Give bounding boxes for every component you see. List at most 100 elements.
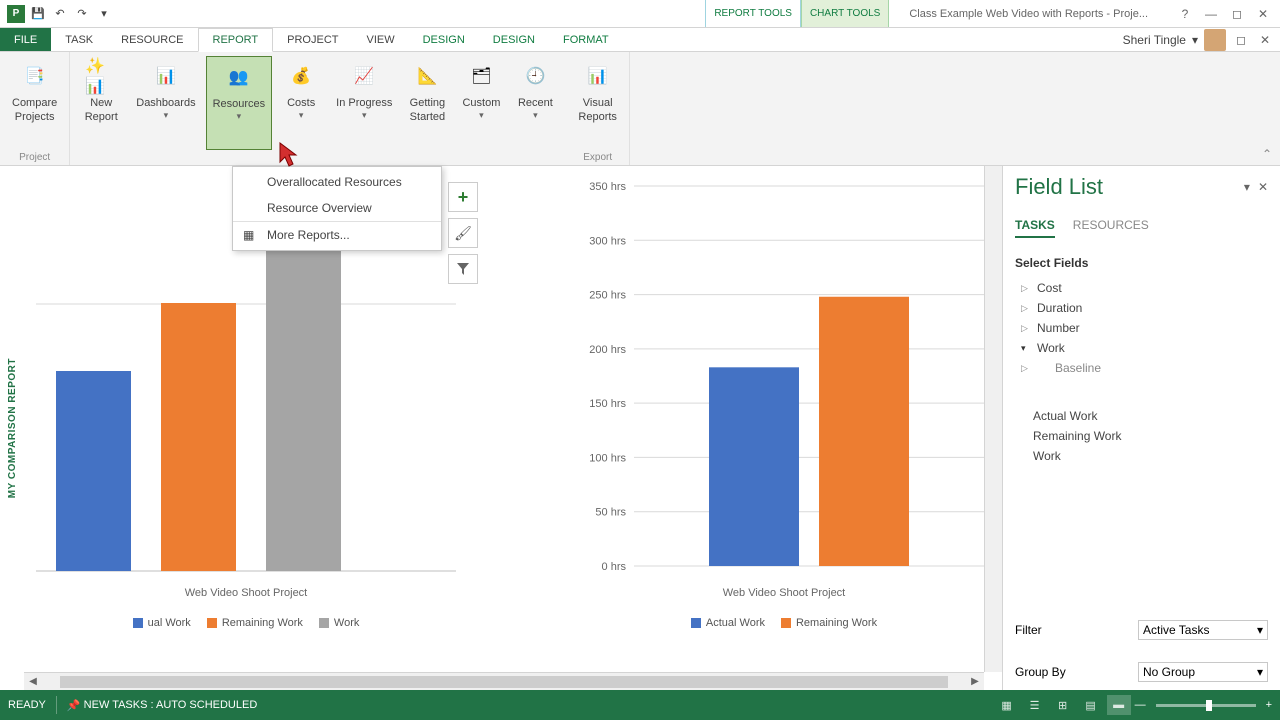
view-gantt-icon[interactable]: ▦	[995, 695, 1019, 715]
status-autoschedule: NEW TASKS : AUTO SCHEDULED	[84, 699, 258, 711]
compare-projects-icon: 📑	[19, 60, 51, 92]
compare-projects-button[interactable]: 📑 Compare Projects	[6, 56, 63, 150]
svg-text:200 hrs: 200 hrs	[589, 344, 626, 356]
svg-text:300 hrs: 300 hrs	[589, 235, 626, 247]
tab-view[interactable]: VIEW	[352, 28, 408, 51]
svg-text:350 hrs: 350 hrs	[589, 181, 626, 193]
new-report-button[interactable]: ✨📊New Report	[76, 56, 126, 150]
zoom-slider[interactable]	[1156, 704, 1256, 707]
new-report-icon: ✨📊	[85, 60, 117, 92]
document-title: Class Example Web Video with Reports - P…	[889, 8, 1168, 20]
tab-file[interactable]: FILE	[0, 28, 51, 51]
status-ready: READY	[8, 699, 46, 711]
pane-tabs: TASKS RESOURCES	[1015, 218, 1268, 238]
more-reports-icon: ▦	[243, 228, 257, 242]
custom-button[interactable]: 🗂Custom▾	[456, 56, 506, 150]
chart-left-xlabel: Web Video Shoot Project	[36, 587, 456, 599]
chart-side-tools: + 🖌	[448, 182, 478, 284]
tab-format[interactable]: FORMAT	[549, 28, 623, 51]
groupby-combo[interactable]: No Group▾	[1138, 662, 1268, 682]
view-task-icon[interactable]: ☰	[1023, 695, 1047, 715]
selected-remaining-work[interactable]: Remaining Work	[1015, 426, 1268, 446]
save-icon[interactable]: 💾	[28, 4, 48, 24]
scroll-right-icon[interactable]: ▶	[966, 676, 984, 687]
tab-resource[interactable]: RESOURCE	[107, 28, 197, 51]
group-label-export: Export	[572, 150, 623, 165]
tab-design-chart[interactable]: DESIGN	[479, 28, 549, 51]
zoom-out-icon[interactable]: —	[1135, 699, 1146, 711]
tree-item-duration[interactable]: Duration	[1015, 298, 1268, 318]
pane-close-icon[interactable]: ✕	[1258, 180, 1268, 194]
costs-button[interactable]: 💰Costs▾	[276, 56, 326, 150]
scroll-thumb[interactable]	[60, 676, 948, 688]
getting-started-button[interactable]: 📐Getting Started	[402, 56, 452, 150]
quick-access-toolbar: P 💾 ↶ ↷ ▾	[0, 4, 120, 24]
avatar	[1204, 29, 1226, 51]
chart-filter-icon[interactable]	[448, 254, 478, 284]
user-account[interactable]: Sheri Tingle▾ ◻ ✕	[1123, 28, 1280, 51]
undo-icon[interactable]: ↶	[50, 4, 70, 24]
pane-options-icon[interactable]: ▾	[1244, 180, 1250, 194]
tree-item-baseline[interactable]: Baseline	[1015, 358, 1268, 378]
tab-report[interactable]: REPORT	[198, 28, 274, 52]
zoom-in-icon[interactable]: +	[1266, 699, 1272, 711]
visual-reports-button[interactable]: 📊Visual Reports	[572, 56, 623, 150]
minimize-icon[interactable]: —	[1202, 5, 1220, 23]
collapse-ribbon-icon[interactable]: ⌃	[1262, 147, 1272, 161]
view-resource-icon[interactable]: ▤	[1079, 695, 1103, 715]
groupby-label: Group By	[1015, 665, 1066, 679]
qat-more-icon[interactable]: ▾	[94, 4, 114, 24]
chart-elements-icon[interactable]: +	[448, 182, 478, 212]
dashboards-icon: 📊	[150, 60, 182, 92]
close-icon[interactable]: ✕	[1254, 5, 1272, 23]
ribbon-close-icon[interactable]: ✕	[1256, 31, 1274, 49]
tab-design-report[interactable]: DESIGN	[409, 28, 479, 51]
chart-styles-icon[interactable]: 🖌	[448, 218, 478, 248]
menu-more-reports[interactable]: ▦More Reports...	[233, 221, 441, 248]
maximize-icon[interactable]: ◻	[1228, 5, 1246, 23]
selected-actual-work[interactable]: Actual Work	[1015, 406, 1268, 426]
ribbon-restore-icon[interactable]: ◻	[1232, 31, 1250, 49]
horizontal-scrollbar[interactable]: ◀ ▶	[24, 672, 984, 690]
dashboards-button[interactable]: 📊Dashboards▾	[130, 56, 201, 150]
custom-icon: 🗂	[465, 60, 497, 92]
menu-overallocated-resources[interactable]: Overallocated Resources	[233, 169, 441, 195]
filter-combo[interactable]: Active Tasks▾	[1138, 620, 1268, 640]
scroll-left-icon[interactable]: ◀	[24, 676, 42, 687]
pane-tab-tasks[interactable]: TASKS	[1015, 218, 1055, 238]
pane-tab-resources[interactable]: RESOURCES	[1073, 218, 1149, 238]
resources-button[interactable]: 👥Resources▾	[206, 56, 273, 150]
tree-item-number[interactable]: Number	[1015, 318, 1268, 338]
tree-item-cost[interactable]: Cost	[1015, 278, 1268, 298]
field-tree: Cost Duration Number Work Baseline	[1015, 278, 1268, 378]
getting-started-icon: 📐	[411, 60, 443, 92]
context-tab-chart-tools: CHART TOOLS	[801, 0, 889, 27]
menu-resource-overview[interactable]: Resource Overview	[233, 195, 441, 221]
title-bar: P 💾 ↶ ↷ ▾ REPORT TOOLS CHART TOOLS Class…	[0, 0, 1280, 28]
report-side-label: MY COMPARISON REPORT	[0, 166, 24, 690]
autoschedule-icon: 📌	[67, 699, 81, 712]
selected-work[interactable]: Work	[1015, 446, 1268, 466]
view-report-icon[interactable]: ▬	[1107, 695, 1131, 715]
chart-right[interactable]: 0 hrs50 hrs100 hrs150 hrs200 hrs250 hrs3…	[564, 176, 1004, 646]
recent-icon: 🕘	[519, 60, 551, 92]
group-label-reports	[76, 150, 560, 165]
ribbon: 📑 Compare Projects Project ✨📊New Report …	[0, 52, 1280, 166]
select-fields-label: Select Fields	[1015, 256, 1268, 270]
vertical-scrollbar[interactable]	[984, 166, 1002, 672]
recent-button[interactable]: 🕘Recent▾	[510, 56, 560, 150]
window-controls: ? — ◻ ✕	[1168, 5, 1280, 23]
redo-icon[interactable]: ↷	[72, 4, 92, 24]
context-tab-headers: REPORT TOOLS CHART TOOLS	[705, 0, 889, 27]
view-team-icon[interactable]: ⊞	[1051, 695, 1075, 715]
tab-task[interactable]: TASK	[51, 28, 107, 51]
tree-item-work[interactable]: Work	[1015, 338, 1268, 358]
user-name: Sheri Tingle	[1123, 33, 1186, 47]
help-icon[interactable]: ?	[1176, 5, 1194, 23]
ribbon-tabs: FILE TASK RESOURCE REPORT PROJECT VIEW D…	[0, 28, 1280, 52]
in-progress-button[interactable]: 📈In Progress▾	[330, 56, 398, 150]
svg-text:0 hrs: 0 hrs	[602, 561, 627, 573]
tab-project[interactable]: PROJECT	[273, 28, 352, 51]
group-label-project: Project	[6, 150, 63, 165]
filter-label: Filter	[1015, 623, 1042, 637]
